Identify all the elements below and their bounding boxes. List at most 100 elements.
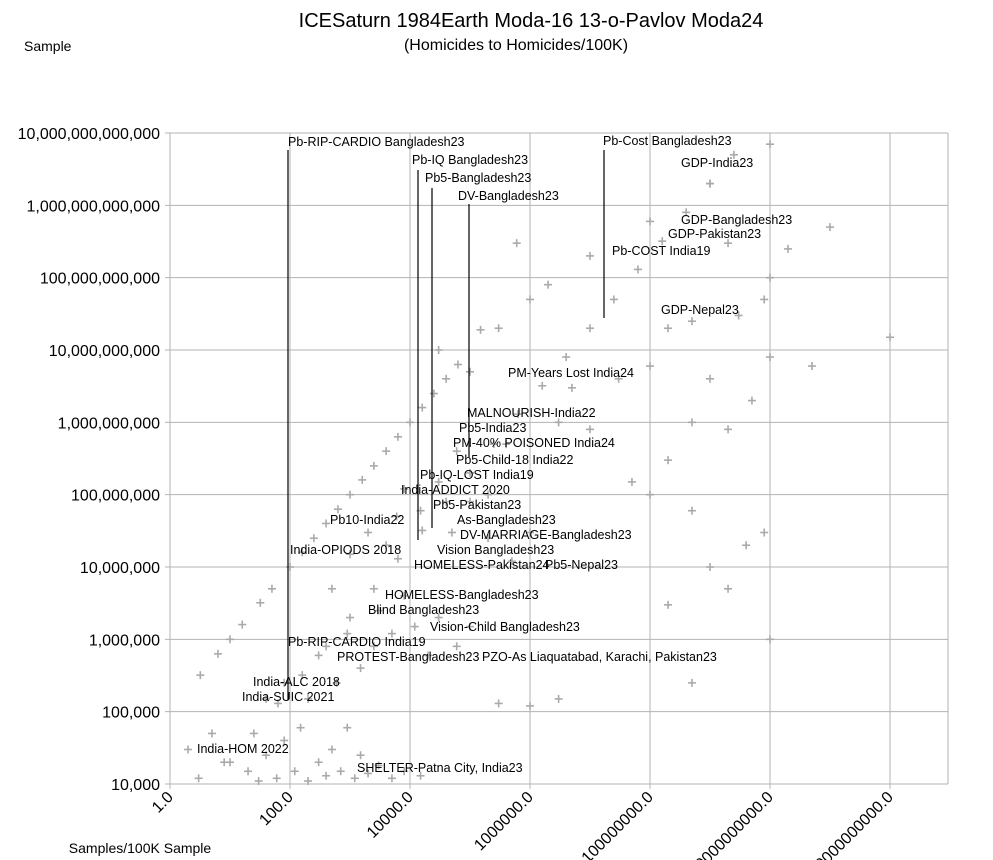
data-point — [273, 699, 282, 708]
data-point — [466, 622, 474, 631]
data-point — [544, 280, 553, 289]
annotation-label: Pb5-Child-18 India22 — [456, 453, 573, 467]
data-point — [554, 694, 563, 703]
data-point — [586, 324, 594, 333]
data-point — [633, 265, 642, 274]
annotation-label: DV-Bangladesh23 — [458, 189, 559, 203]
y-tick-label: 100,000,000,000 — [40, 271, 160, 288]
data-point — [254, 777, 263, 786]
data-point — [538, 381, 547, 390]
data-point — [298, 548, 307, 557]
data-point — [309, 534, 318, 543]
data-point — [687, 317, 696, 326]
data-point — [400, 591, 409, 600]
data-point — [387, 629, 396, 638]
data-point — [627, 477, 636, 486]
data-point — [314, 758, 323, 767]
annotation-label: India-HOM 2022 — [197, 742, 289, 756]
data-point — [466, 497, 474, 506]
annotation-label: PZO-As Liaquatabad, Karachi, Pakistan23 — [482, 650, 717, 664]
data-point — [424, 651, 433, 660]
annotation-label: Pb5-India23 — [459, 421, 526, 435]
data-point — [706, 179, 714, 188]
data-point — [526, 701, 534, 710]
data-point — [664, 456, 673, 465]
annotation-label: Pb10-India22 — [330, 513, 404, 527]
x-tick-label: 10000000000.0 — [686, 789, 777, 860]
annotation-label: HOMELESS-Bangladesh23 — [385, 588, 539, 602]
data-point — [747, 396, 756, 405]
data-point — [280, 678, 289, 687]
data-point — [466, 367, 474, 376]
x-tick-label: 1000000000000.0 — [794, 789, 897, 860]
data-point — [664, 600, 673, 609]
data-point — [280, 736, 289, 745]
data-point — [364, 769, 373, 778]
y-axis-label: Sample — [24, 38, 72, 54]
annotation-label: Pb5-Pakistan23 — [433, 498, 521, 512]
data-point — [350, 774, 359, 783]
data-point — [226, 635, 234, 644]
data-point — [706, 374, 714, 383]
x-axis-label: Samples/100K Sample — [69, 840, 212, 856]
annotation-label: PM-40% POISONED India24 — [453, 436, 615, 450]
data-point — [298, 671, 307, 680]
annotation-label: Pb5-Bangladesh23 — [425, 171, 531, 185]
data-point — [494, 324, 503, 333]
data-point — [502, 440, 511, 449]
data-point — [687, 678, 696, 687]
data-point — [442, 374, 451, 383]
annotation-label: SHELTER-Patna City, India23 — [357, 761, 523, 775]
annotation-label: Blind Bangladesh23 — [368, 603, 479, 617]
data-point — [729, 150, 738, 159]
annotation-label: Pb-Cost Bangladesh23 — [603, 134, 732, 148]
data-point — [256, 598, 265, 607]
data-point — [194, 774, 203, 783]
data-points — [184, 140, 894, 786]
x-tick-label: 1000000.0 — [471, 789, 537, 855]
data-point — [272, 774, 281, 783]
data-point — [382, 541, 391, 550]
data-point — [429, 389, 438, 398]
data-point — [614, 374, 623, 383]
data-point — [369, 642, 378, 651]
data-point — [207, 729, 216, 738]
y-tick-labels: 10,000 100,000 1,000,000 10,000,000 100,000,… — [18, 126, 160, 794]
data-point — [826, 223, 834, 232]
data-point — [687, 418, 696, 427]
x-tick-label: 10000.0 — [364, 789, 417, 842]
y-tick-label: 100,000,000 — [71, 488, 160, 505]
data-point — [332, 678, 341, 687]
y-tick-label: 10,000,000 — [80, 560, 160, 577]
data-point — [447, 528, 456, 537]
data-point — [760, 528, 769, 537]
data-point — [724, 239, 733, 248]
data-point — [609, 295, 618, 304]
data-point — [434, 477, 443, 486]
chart-title: ICESaturn 1984Earth Moda-16 13-o-Pavlov … — [299, 10, 764, 32]
x-tick-labels: 1.0 100.0 10000.0 1000000.0 100000000.0 10000… — [149, 789, 897, 860]
annotation-label: GDP-India23 — [681, 156, 753, 170]
data-point — [304, 694, 313, 703]
data-point — [290, 767, 299, 776]
data-point — [356, 664, 365, 673]
data-point — [766, 140, 774, 149]
data-point — [512, 239, 521, 248]
data-point — [369, 461, 378, 470]
data-point — [452, 642, 461, 651]
data-point — [358, 475, 367, 484]
y-tick-label: 10,000,000,000,000 — [18, 126, 160, 143]
data-point — [453, 360, 462, 369]
data-point — [220, 758, 229, 767]
data-point — [184, 745, 193, 754]
data-point — [267, 584, 276, 593]
data-point — [484, 534, 493, 543]
data-point — [343, 629, 352, 638]
data-point — [213, 649, 222, 658]
data-point — [646, 362, 654, 371]
data-point — [418, 526, 427, 535]
data-point — [286, 563, 294, 571]
data-point — [346, 613, 354, 622]
data-point — [343, 723, 352, 732]
data-point — [784, 244, 793, 253]
